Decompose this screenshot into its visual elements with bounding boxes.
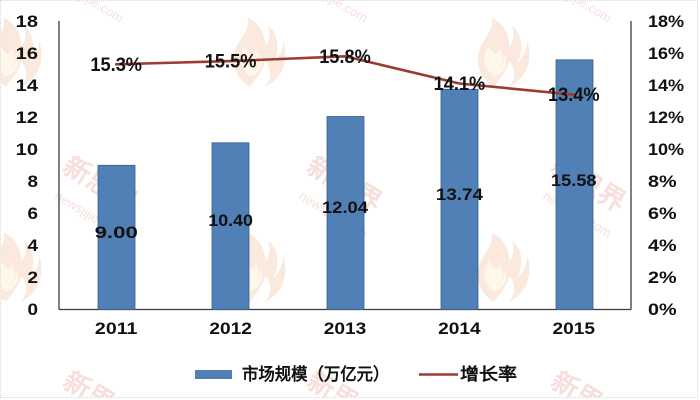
svg-text:16%: 16% <box>648 44 684 63</box>
svg-text:15.58: 15.58 <box>551 171 597 190</box>
svg-text:12: 12 <box>16 108 38 127</box>
svg-text:9.00: 9.00 <box>95 223 138 242</box>
svg-text:10.40: 10.40 <box>208 211 253 230</box>
svg-text:13.4%: 13.4% <box>548 85 600 106</box>
svg-text:0: 0 <box>28 300 39 319</box>
svg-text:12%: 12% <box>648 108 684 127</box>
svg-text:18: 18 <box>16 12 38 31</box>
svg-text:15.3%: 15.3% <box>90 55 142 76</box>
svg-text:2: 2 <box>28 268 39 287</box>
svg-text:市场规模（万亿元）: 市场规模（万亿元） <box>242 364 389 384</box>
svg-text:0%: 0% <box>648 300 677 319</box>
svg-text:14.1%: 14.1% <box>434 74 486 95</box>
svg-text:6: 6 <box>28 204 39 223</box>
svg-text:2014: 2014 <box>438 319 481 338</box>
svg-text:2011: 2011 <box>95 319 138 338</box>
svg-text:增长率: 增长率 <box>460 364 517 384</box>
svg-text:12.04: 12.04 <box>322 198 369 217</box>
svg-text:13.74: 13.74 <box>436 185 484 204</box>
svg-text:14: 14 <box>16 76 39 95</box>
svg-text:2015: 2015 <box>553 319 596 338</box>
svg-text:2%: 2% <box>648 268 677 287</box>
svg-text:4%: 4% <box>648 236 677 255</box>
svg-text:4: 4 <box>28 236 39 255</box>
svg-text:8%: 8% <box>648 172 677 191</box>
svg-text:8: 8 <box>28 172 39 191</box>
svg-text:2012: 2012 <box>209 319 252 338</box>
svg-text:16: 16 <box>16 44 38 63</box>
svg-text:14%: 14% <box>648 76 684 95</box>
svg-text:10%: 10% <box>648 140 684 159</box>
svg-text:2013: 2013 <box>324 319 367 338</box>
svg-text:6%: 6% <box>648 204 677 223</box>
svg-text:10: 10 <box>16 140 38 159</box>
svg-text:15.8%: 15.8% <box>319 47 371 68</box>
svg-text:15.5%: 15.5% <box>205 52 257 73</box>
svg-text:18%: 18% <box>648 12 684 31</box>
